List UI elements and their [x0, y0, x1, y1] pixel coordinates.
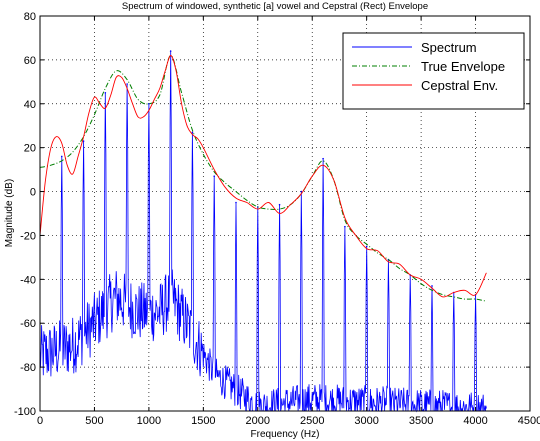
y-tick-label: -80: [20, 362, 36, 374]
spectrum-harmonic-peak: [126, 83, 128, 85]
x-tick-label: 3500: [409, 415, 433, 427]
spectrum-harmonic-peak: [300, 190, 303, 193]
axis-ticks: 0 500 1000 1500 2000 2500 3000 3500 4000 4500 -100…: [14, 11, 540, 427]
y-tick-label: 0: [30, 187, 36, 199]
y-tick-label: 20: [24, 143, 36, 155]
y-tick-label: -60: [20, 318, 36, 330]
x-tick-label: 0: [37, 415, 43, 427]
x-tick-label: 3000: [354, 415, 378, 427]
x-tick-label: 4000: [463, 415, 487, 427]
spectrum-harmonic-peak: [104, 92, 107, 94]
y-tick-label: 60: [24, 55, 36, 67]
y-tick-label: -40: [20, 274, 36, 286]
x-axis-label: Frequency (Hz): [251, 429, 320, 440]
spectrum-harmonic-peak: [344, 225, 346, 228]
legend-box: [342, 32, 525, 110]
y-tick-label: 80: [24, 11, 36, 23]
y-axis-label: Magnitude (dB): [4, 179, 15, 247]
spectrum-harmonic-peak: [82, 140, 85, 142]
cepstral-envelope-line: [39, 55, 487, 298]
y-tick-label: -20: [20, 230, 36, 242]
legend-label: Spectrum: [421, 40, 477, 55]
x-tick-label: 4500: [518, 415, 540, 427]
plot-frame: [39, 15, 531, 412]
spectrum-harmonic-peak: [169, 50, 172, 52]
y-tick-label: -100: [14, 406, 36, 418]
spectrum-harmonic-peak: [148, 102, 150, 105]
spectrum-harmonic-peak: [213, 175, 216, 177]
spectrum-harmonic-peak: [431, 285, 433, 287]
spectrum-harmonic-peak: [322, 157, 324, 160]
spectrum-harmonic-peak: [191, 131, 194, 134]
x-tick-label: 1000: [137, 415, 161, 427]
spectrum-harmonic-peak: [365, 245, 368, 248]
x-tick-label: 2500: [300, 415, 324, 427]
legend-label: True Envelope: [421, 59, 505, 74]
envelope-series: [39, 54, 487, 302]
chart-title: Spectrum of windowed, synthetic [a] vowe…: [122, 1, 428, 12]
legend-label: Cepstral Env.: [421, 78, 498, 93]
spectrum-harmonic-peak: [60, 155, 63, 158]
spectrum-harmonic-peak: [235, 201, 237, 204]
x-tick-label: 1500: [191, 415, 215, 427]
legend: Spectrum True Envelope Cepstral Env.: [342, 32, 525, 110]
x-tick-label: 2000: [246, 415, 270, 427]
spectrum-harmonic-peak: [278, 203, 281, 206]
x-tick-label: 500: [85, 415, 103, 427]
y-tick-label: 40: [24, 99, 36, 111]
